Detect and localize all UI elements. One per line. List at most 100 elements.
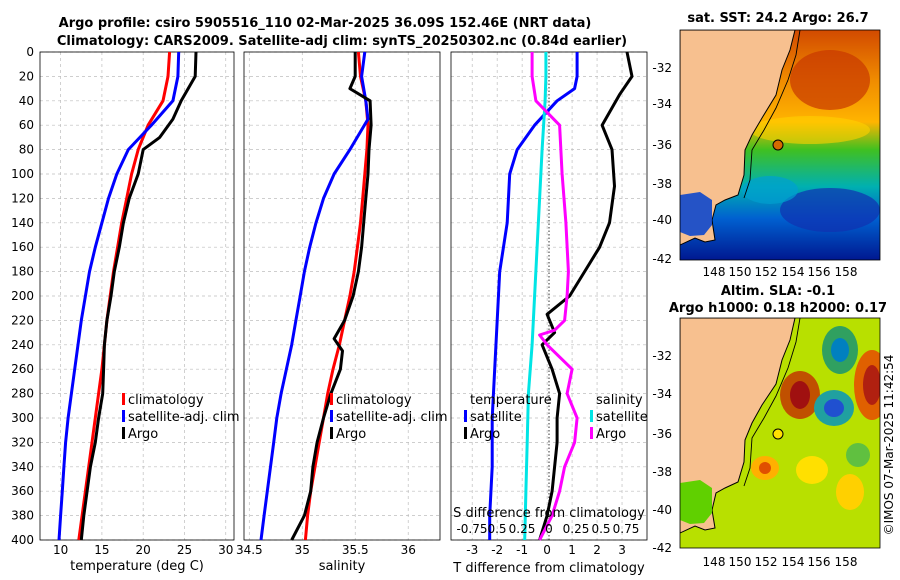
lon-tick: 152 bbox=[755, 265, 778, 279]
x-tick-label: 35.5 bbox=[342, 543, 369, 557]
temperature-tick-labels: 10 15 20 25 30 bbox=[53, 543, 233, 557]
sla-lon-ticks: 148 150 152 154 156 158 bbox=[703, 555, 858, 569]
depth-tick-label: 120 bbox=[11, 191, 34, 205]
bass-strait-water bbox=[680, 480, 712, 524]
land-mass bbox=[680, 318, 796, 534]
lat-tick: -32 bbox=[652, 349, 672, 363]
temperature-legend: climatology satellite-adj. clim Argo bbox=[122, 393, 240, 442]
sla-high-4 bbox=[796, 456, 828, 484]
cool-water bbox=[780, 188, 880, 232]
legend-argo-label: Argo bbox=[336, 427, 366, 442]
legend-climatology-swatch bbox=[122, 393, 125, 405]
lat-tick: -38 bbox=[652, 177, 672, 191]
depth-tick-label: 140 bbox=[11, 216, 34, 230]
difference-grid bbox=[451, 51, 647, 541]
difference-axes-frame bbox=[450, 51, 648, 541]
series-line bbox=[530, 52, 579, 541]
legend-satellite-swatch bbox=[330, 410, 333, 422]
depth-tick-label: 340 bbox=[11, 460, 34, 474]
lon-tick: 148 bbox=[703, 265, 726, 279]
legend-argo-label: Argo bbox=[128, 427, 158, 442]
s-tick: -0.75 bbox=[456, 522, 487, 536]
depth-tick-label: 260 bbox=[11, 362, 34, 376]
x-tick-label: -3 bbox=[466, 543, 478, 557]
lon-tick: 148 bbox=[703, 555, 726, 569]
lat-tick: -34 bbox=[652, 97, 672, 111]
depth-tick-label: 360 bbox=[11, 484, 34, 498]
x-tick-label: -2 bbox=[491, 543, 503, 557]
sla-map-image bbox=[680, 318, 880, 548]
legend-t-satellite-label: satellite bbox=[470, 410, 522, 425]
sla-high-1-core bbox=[790, 381, 810, 409]
lat-tick: -36 bbox=[652, 427, 672, 441]
x-tick-label: 2 bbox=[593, 543, 601, 557]
sla-low-3 bbox=[846, 443, 870, 467]
legend-satellite-label: satellite-adj. clim bbox=[336, 410, 448, 425]
sla-low-2-core bbox=[824, 399, 844, 417]
legend-t-argo-label: Argo bbox=[470, 427, 500, 442]
sla-low-1-core bbox=[831, 338, 849, 362]
shelf-contour bbox=[743, 30, 801, 199]
temperature-panel: 0 20 40 60 80 100 120 140 160 180 200 220 240 260 280 3… bbox=[11, 45, 240, 574]
legend-argo-swatch bbox=[122, 427, 125, 439]
depth-tick-labels: 0 20 40 60 80 100 120 140 160 180 200 220 240 260 280 3… bbox=[11, 45, 34, 547]
series-line bbox=[57, 51, 181, 541]
shelf-contour bbox=[743, 318, 801, 487]
lon-tick: 152 bbox=[755, 555, 778, 569]
x-tick-label: 34.5 bbox=[236, 543, 263, 557]
sst-map-title: sat. SST: 24.2 Argo: 26.7 bbox=[687, 11, 868, 26]
s-tick: 0.25 bbox=[509, 522, 536, 536]
legend-climatology-swatch bbox=[330, 393, 333, 405]
series-line bbox=[488, 52, 579, 540]
depth-tick-label: 320 bbox=[11, 435, 34, 449]
lat-tick: -42 bbox=[652, 541, 672, 555]
x-tick-label: 36 bbox=[401, 543, 416, 557]
legend-t-argo-swatch bbox=[464, 427, 467, 439]
series-line bbox=[303, 51, 370, 541]
argo-float-marker bbox=[772, 139, 784, 151]
legend-t-satellite-swatch bbox=[464, 410, 467, 422]
difference-panel: -3 -2 -1 0 1 2 3 T difference from climatology… bbox=[450, 51, 648, 576]
series-line bbox=[259, 51, 370, 541]
depth-tick-label: 200 bbox=[11, 289, 34, 303]
depth-tick-label: 60 bbox=[19, 118, 34, 132]
sst-map: sat. SST: 24.2 Argo: 26.7 -32 -34 -36 -3… bbox=[652, 11, 881, 279]
lon-tick: 150 bbox=[729, 265, 752, 279]
salinity-panel: 34.5 35 35.5 36 salinity climatology satell… bbox=[236, 51, 448, 574]
series-line bbox=[538, 51, 634, 541]
x-tick-label: 0 bbox=[543, 543, 551, 557]
lat-tick: -32 bbox=[652, 61, 672, 75]
sst-map-frame bbox=[679, 29, 881, 261]
x-tick-label: 3 bbox=[618, 543, 626, 557]
temperature-grid bbox=[40, 51, 234, 541]
lon-tick: 150 bbox=[729, 555, 752, 569]
series-line bbox=[290, 52, 373, 541]
sla-map: Altim. SLA: -0.1 Argo h1000: 0.18 h2000:… bbox=[652, 284, 887, 569]
depth-tick-label: 100 bbox=[11, 167, 34, 181]
salinity-xlabel: salinity bbox=[319, 559, 366, 574]
lat-tick: -40 bbox=[652, 503, 672, 517]
salinity-grid bbox=[244, 51, 440, 541]
legend-s-argo-swatch bbox=[590, 427, 593, 439]
legend-temperature-header: temperature bbox=[470, 393, 552, 408]
x-tick-label: 35 bbox=[295, 543, 310, 557]
salinity-axes-frame bbox=[243, 51, 441, 541]
lat-tick: -34 bbox=[652, 387, 672, 401]
depth-tick-label: 240 bbox=[11, 338, 34, 352]
s-tick: 0.5 bbox=[591, 522, 610, 536]
legend-s-satellite-swatch bbox=[590, 410, 593, 422]
sla-high-2-core bbox=[863, 365, 880, 405]
s-tick: 0.75 bbox=[613, 522, 640, 536]
legend-climatology-label: climatology bbox=[336, 393, 412, 408]
temperature-axes-frame bbox=[39, 51, 235, 541]
legend-salinity-header: salinity bbox=[596, 393, 643, 408]
s-difference-ticks: -0.75 0.5 0.25 0 0.25 0.5 0.75 bbox=[456, 522, 639, 536]
depth-tick-label: 280 bbox=[11, 387, 34, 401]
temperature-lines bbox=[57, 51, 198, 541]
depth-tick-label: 20 bbox=[19, 69, 34, 83]
sla-lat-ticks: -32 -34 -36 -38 -40 -42 bbox=[652, 349, 672, 555]
lat-tick: -36 bbox=[652, 138, 672, 152]
lon-tick: 154 bbox=[782, 555, 805, 569]
land-mass bbox=[680, 30, 796, 246]
